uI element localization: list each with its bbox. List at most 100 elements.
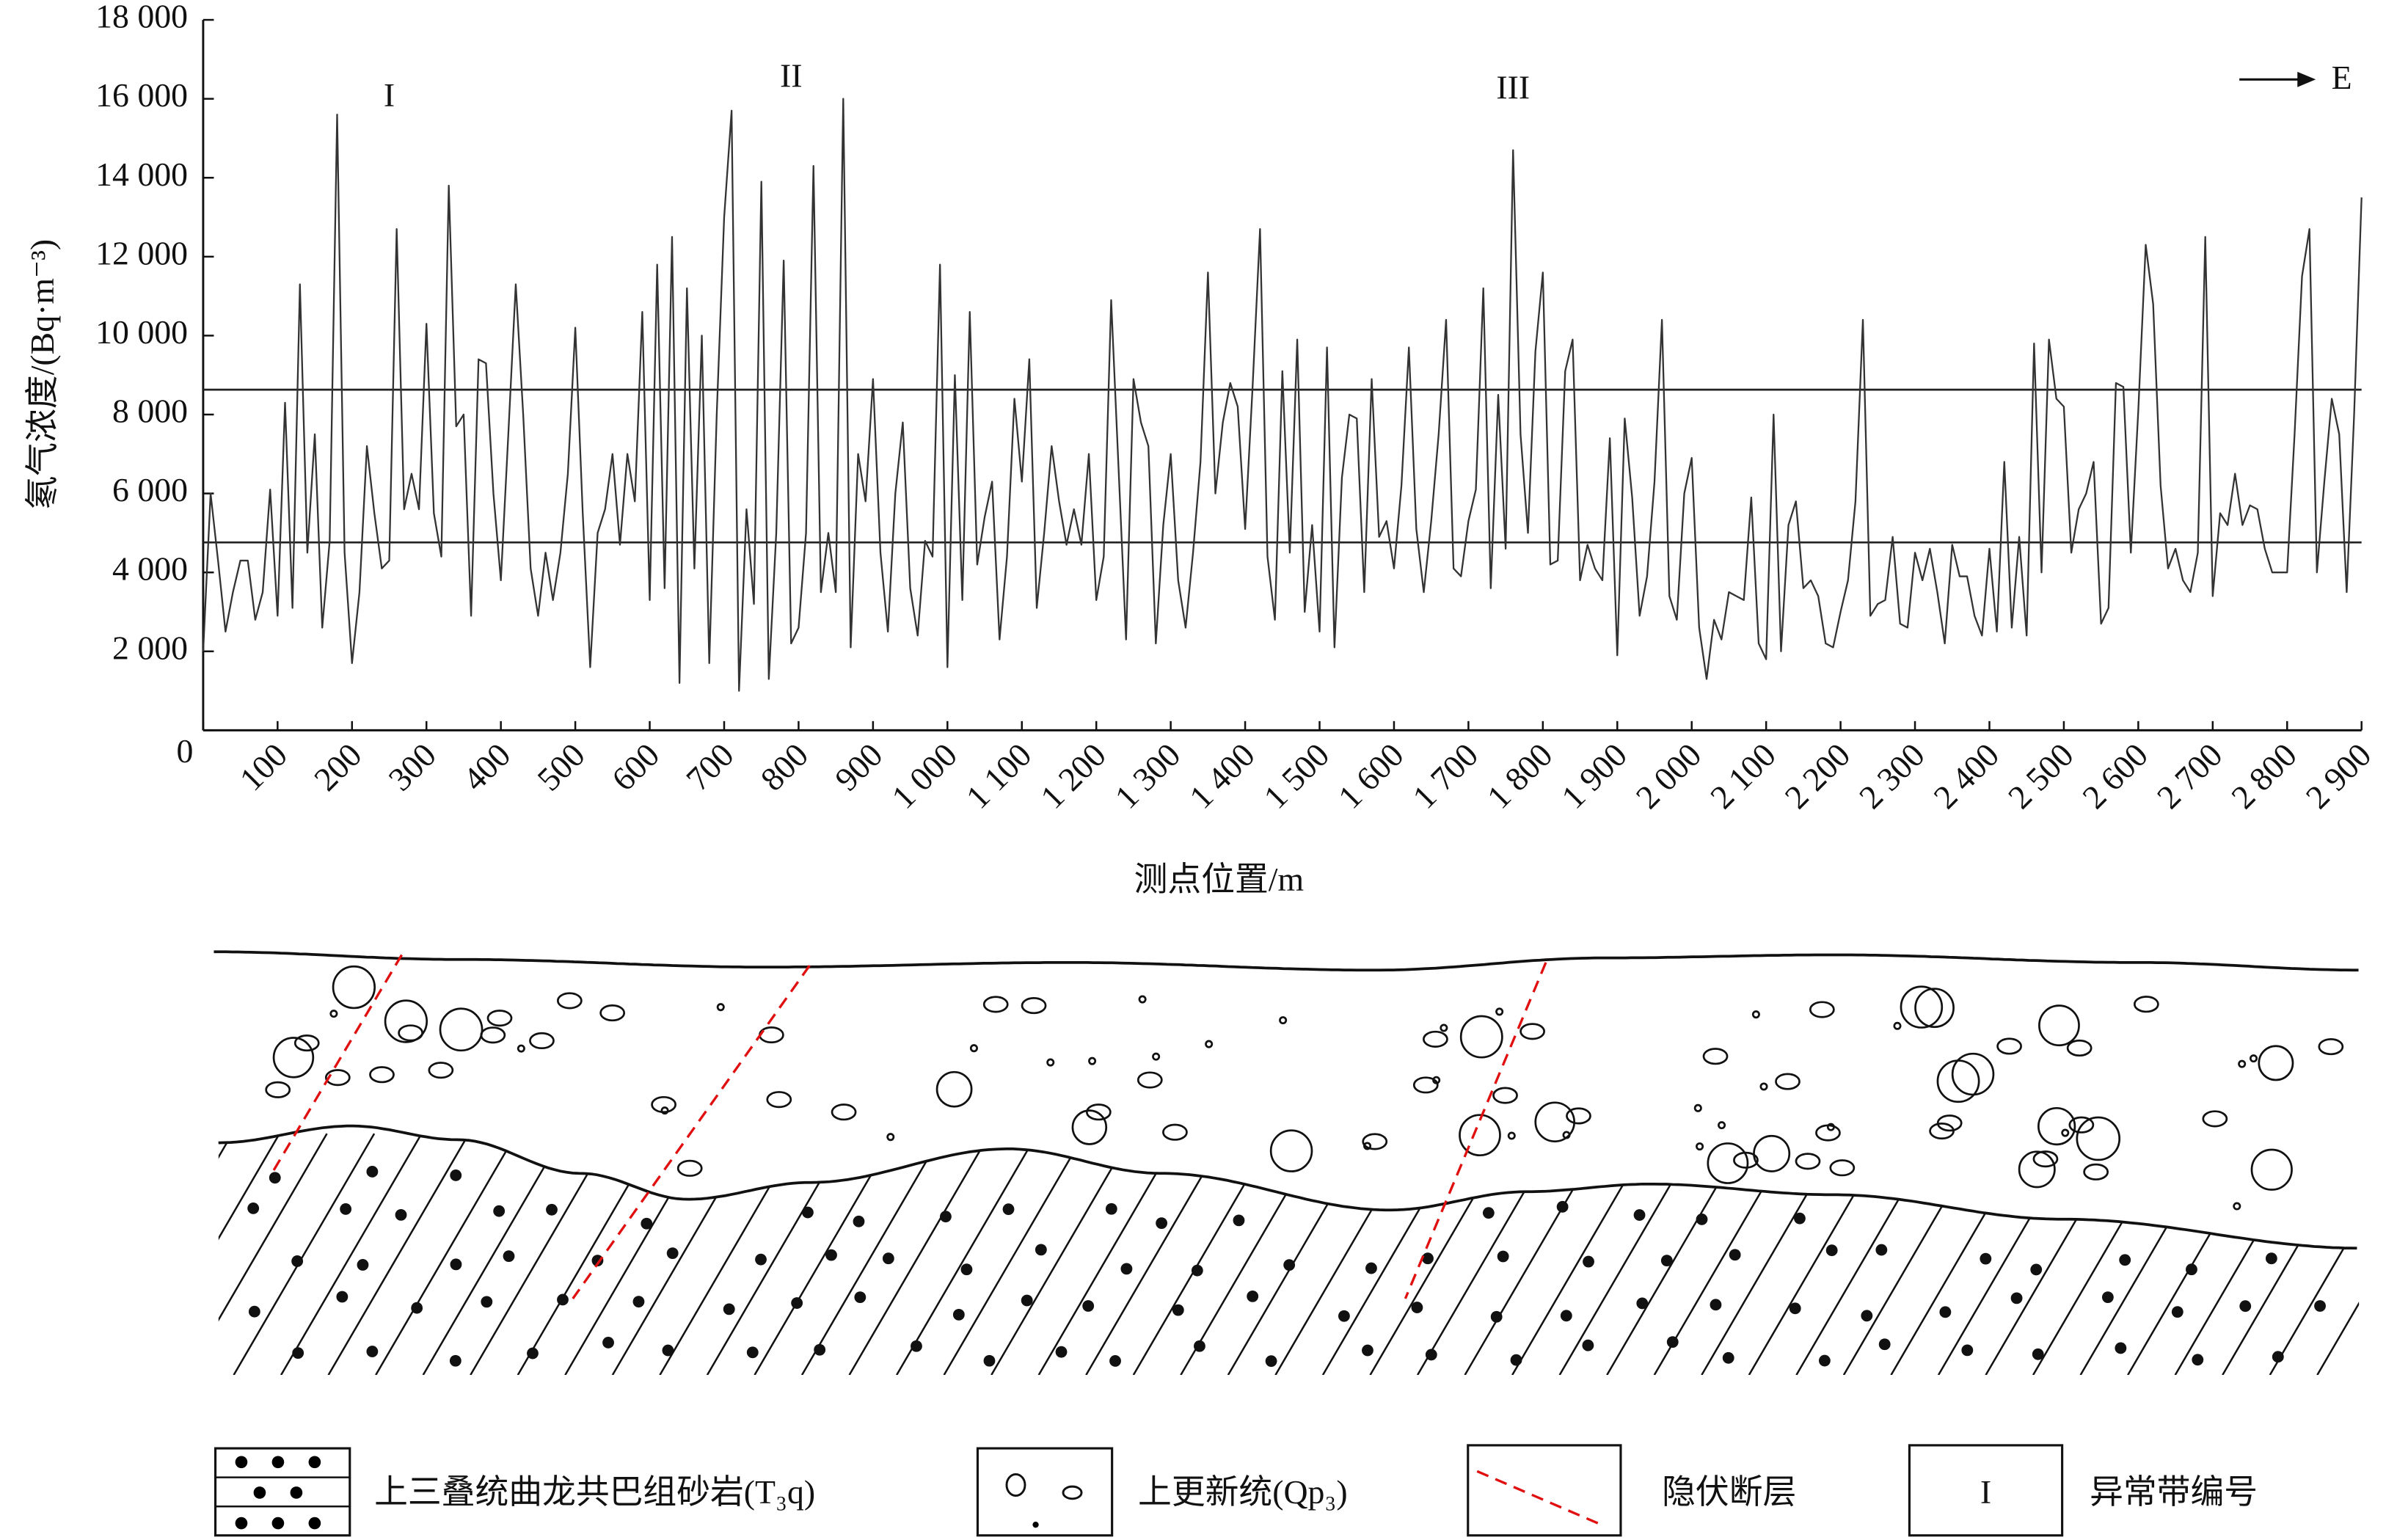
- bedding-line: [848, 1133, 991, 1376]
- y-axis-label: 氡气浓度/(Bq·m⁻³): [23, 239, 61, 510]
- sand-dot: [269, 1172, 281, 1184]
- legend-dot: [235, 1456, 248, 1469]
- sand-dot: [2115, 1342, 2127, 1354]
- pebble: [1775, 1073, 1801, 1090]
- pebble: [2318, 1038, 2344, 1056]
- sand-dot: [2186, 1263, 2197, 1276]
- pebble: [1534, 1101, 1576, 1143]
- bedding-line: [2222, 1133, 2362, 1376]
- sand-dot: [336, 1291, 349, 1303]
- sand-dot: [450, 1169, 462, 1181]
- pebble: [2238, 1059, 2247, 1068]
- pebble: [1759, 1082, 1768, 1091]
- sand-dot: [1556, 1200, 1569, 1213]
- pebble: [1138, 995, 1147, 1004]
- sand-dot: [1666, 1336, 1679, 1349]
- x-tick-label: 1 300: [1108, 736, 1188, 816]
- sand-dot: [960, 1263, 973, 1276]
- bedding-line: [1085, 1133, 1227, 1376]
- x-tick-label: 2 300: [1852, 736, 1932, 816]
- sand-dot: [340, 1203, 352, 1215]
- sand-dot: [1510, 1354, 1522, 1366]
- pebble: [329, 1010, 338, 1018]
- pebble: [1718, 1121, 1726, 1130]
- y-tick-label: 12 000: [95, 234, 188, 271]
- pebble: [599, 1004, 626, 1022]
- legend-dot: [271, 1517, 285, 1530]
- sand-dot: [602, 1337, 614, 1349]
- sand-dot: [450, 1258, 462, 1271]
- sand-dot: [481, 1296, 493, 1308]
- bedding-line: [1464, 1133, 1607, 1376]
- pebble: [324, 1069, 351, 1087]
- bedding-line: [422, 1133, 565, 1376]
- sand-dot: [802, 1206, 814, 1219]
- bedding-line: [754, 1133, 897, 1376]
- pebble: [1412, 1076, 1439, 1094]
- bedding-line: [1890, 1133, 2033, 1376]
- x-tick-label: 300: [381, 736, 443, 798]
- sand-dot: [1490, 1310, 1503, 1323]
- bedding-line: [1842, 1133, 1985, 1376]
- legend-dot: [271, 1456, 285, 1469]
- sand-dot: [2192, 1354, 2204, 1366]
- x-tick-label: 900: [828, 736, 890, 798]
- sand-dot: [940, 1211, 952, 1223]
- bedding-line: [280, 1133, 423, 1376]
- sand-dot: [357, 1259, 369, 1271]
- sand-dot: [1233, 1214, 1245, 1227]
- sand-dot: [395, 1208, 407, 1221]
- sand-dot: [983, 1354, 996, 1367]
- legend-box: [976, 1447, 1114, 1537]
- x-tick-label: 600: [605, 736, 667, 798]
- sand-dot: [503, 1250, 515, 1263]
- pebble: [1566, 1107, 1591, 1125]
- bedding-line: [2269, 1133, 2362, 1376]
- pebble: [1205, 1040, 1214, 1048]
- sand-dot: [1878, 1338, 1891, 1351]
- pebble: [2032, 1150, 2059, 1168]
- bedding-line: [2365, 1134, 2386, 1375]
- pebble: [766, 1091, 792, 1109]
- y-tick-label: 2 000: [112, 629, 188, 666]
- sand-dot: [2171, 1306, 2183, 1318]
- x-tick-label: 2 700: [2150, 736, 2230, 816]
- x-tick-label: 0: [176, 732, 193, 770]
- pebble: [1088, 1057, 1097, 1065]
- bedding-line: [1985, 1133, 2128, 1376]
- bedding-line: [1132, 1133, 1275, 1376]
- bedding-line: [1937, 1133, 2080, 1376]
- x-tick-label: 1 200: [1033, 736, 1113, 816]
- bedding-line: [896, 1133, 1038, 1376]
- sand-dot: [632, 1296, 645, 1308]
- x-tick-label: 1 000: [884, 736, 964, 816]
- sand-dot: [1002, 1203, 1015, 1216]
- sand-dot: [1156, 1217, 1168, 1230]
- sand-dot: [1729, 1249, 1741, 1261]
- pebble: [293, 1034, 320, 1052]
- zone-label: III: [1496, 68, 1530, 106]
- y-tick-label: 10 000: [95, 313, 188, 351]
- pebble: [272, 1037, 315, 1079]
- sand-dot: [2032, 1348, 2044, 1360]
- bedding-line: [233, 1133, 376, 1376]
- pebble: [2250, 1148, 2293, 1191]
- pebble: [2083, 1163, 2109, 1180]
- pebble: [1733, 1151, 1759, 1169]
- sand-dot: [853, 1215, 865, 1227]
- bedding-line: [1558, 1133, 1701, 1376]
- unconformity: [218, 1124, 2357, 1250]
- pebble: [1021, 997, 1047, 1015]
- sand-dot: [1633, 1209, 1646, 1221]
- x-tick-label: 1 400: [1182, 736, 1262, 816]
- pebble: [486, 1010, 513, 1027]
- sand-dot: [1861, 1310, 1873, 1322]
- sand-dot: [1722, 1351, 1734, 1364]
- sand-dot: [449, 1354, 461, 1367]
- pebble: [1071, 1109, 1108, 1145]
- bedding-line: [218, 1133, 328, 1376]
- pebble: [2038, 1004, 2080, 1047]
- sand-dot: [248, 1305, 260, 1318]
- sand-dot: [882, 1252, 894, 1265]
- sand-dot: [527, 1347, 539, 1360]
